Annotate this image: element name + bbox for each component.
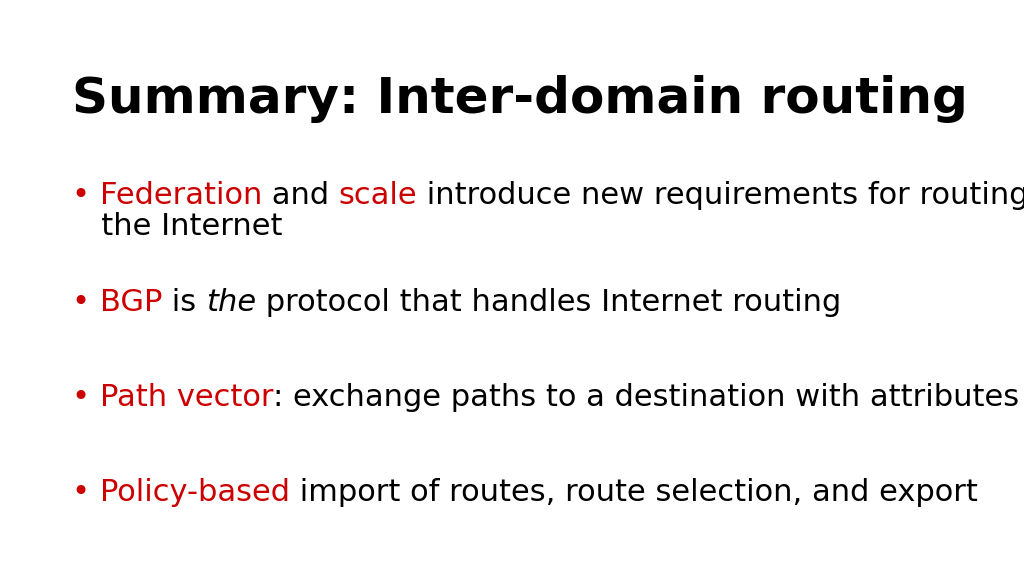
Text: BGP: BGP [99,288,162,317]
Text: scale: scale [339,181,418,210]
Text: Path vector: Path vector [99,383,273,412]
Text: the: the [206,288,256,317]
Text: : exchange paths to a destination with attributes: : exchange paths to a destination with a… [273,383,1019,412]
Text: is: is [162,288,206,317]
Text: Summary: Inter-domain routing: Summary: Inter-domain routing [72,75,968,123]
Text: introduce new requirements for routing on: introduce new requirements for routing o… [418,181,1024,210]
Text: •: • [72,288,99,317]
Text: Policy-based: Policy-based [99,478,290,507]
Text: import of routes, route selection, and export: import of routes, route selection, and e… [290,478,978,507]
Text: •: • [72,383,99,412]
Text: •: • [72,181,99,210]
Text: the Internet: the Internet [72,212,283,241]
Text: •: • [72,478,99,507]
Text: Federation: Federation [99,181,262,210]
Text: protocol that handles Internet routing: protocol that handles Internet routing [256,288,841,317]
Text: and: and [262,181,339,210]
